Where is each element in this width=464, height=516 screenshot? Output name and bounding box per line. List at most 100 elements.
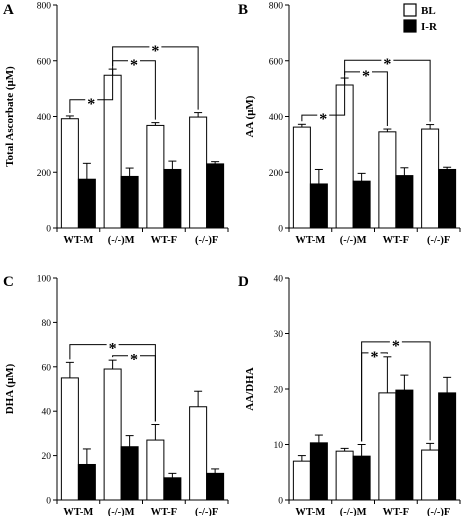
panel-letter: C	[3, 274, 14, 290]
bar-bl-m	[335, 450, 354, 501]
y-tick-label: 600	[37, 57, 52, 67]
x-tick-label: WT-F	[151, 507, 177, 516]
y-tick-label: 800	[37, 2, 52, 12]
significance-gap	[360, 65, 372, 78]
bar-ir-m	[120, 175, 139, 229]
bar-ir-m	[120, 446, 139, 501]
bar-bl-wtm	[60, 118, 79, 229]
significance-gap	[149, 40, 162, 53]
x-tick-label: WT-F	[383, 235, 409, 246]
x-tick-label: (-/-)M	[108, 235, 135, 246]
significance-gap	[317, 109, 330, 122]
y-tick-label: 80	[42, 319, 52, 329]
y-tick-label: 200	[37, 169, 52, 179]
bar-ir-f	[438, 168, 457, 229]
x-tick-label: WT-M	[295, 235, 325, 246]
chart-panel-a: A Total Ascorbate (μM) 0 200 400 600 800 WT-M (-…	[3, 2, 229, 246]
bar-ir-f	[206, 163, 225, 229]
legend: BL I-R	[403, 3, 438, 33]
bar-bl-wtf	[146, 439, 165, 501]
x-tick-label: WT-M	[63, 507, 93, 516]
y-tick-label: 100	[37, 275, 52, 285]
x-tick-label: (-/-)M	[340, 235, 367, 246]
bar-ir-wtm	[309, 442, 328, 501]
significance-star: *	[109, 341, 117, 358]
x-tick-label: (-/-)M	[340, 507, 367, 516]
y-tick-label: 200	[269, 169, 284, 179]
legend-swatch-ir	[403, 19, 417, 33]
x-tick-label: (-/-)F	[427, 235, 450, 246]
y-tick-label: 40	[42, 408, 52, 418]
bar-ir-wtf	[163, 477, 182, 501]
significance-star: *	[87, 96, 95, 113]
significance-star: *	[362, 68, 370, 85]
bar-ir-m	[352, 180, 371, 229]
bar-bl-f	[421, 128, 440, 229]
bar-bl-wtf	[378, 131, 397, 229]
bar-bl-wtf	[146, 124, 165, 229]
chart-panel-b: B AA (μM) 0 200 400 600 800 WT-M (-/-)M WT-F (-/-)…	[238, 2, 461, 246]
y-tick-label: 60	[42, 363, 52, 373]
chart-panel-c: C DHA (μM) 0 20 40 60 80 100 WT-M (-/-)M WT-F (-/-)…	[3, 274, 229, 516]
y-tick-label: 600	[269, 57, 284, 67]
significance-gap	[85, 93, 98, 106]
bar-ir-wtm	[77, 463, 96, 501]
significance-star: *	[319, 111, 327, 128]
x-tick-label: (-/-)M	[108, 507, 135, 516]
bar-ir-m	[352, 455, 371, 501]
significance-star: *	[130, 57, 138, 74]
y-axis-label: Total Ascorbate (μM)	[4, 66, 16, 167]
significance-star: *	[151, 43, 159, 60]
x-tick-label: (-/-)F	[195, 235, 218, 246]
y-tick-label: 0	[278, 497, 283, 507]
y-tick-label: 400	[37, 113, 52, 123]
x-tick-label: WT-M	[295, 507, 325, 516]
bar-bl-wtm	[292, 460, 311, 501]
y-tick-label: 30	[274, 330, 284, 340]
panel-letter: D	[238, 274, 249, 290]
significance-gap	[106, 338, 119, 351]
bar-bl-m	[103, 368, 122, 501]
panel-letter: A	[3, 2, 14, 18]
significance-star: *	[130, 352, 138, 369]
y-tick-label: 10	[274, 441, 284, 451]
significance-gap	[389, 335, 402, 348]
y-tick-label: 400	[269, 113, 284, 123]
panel-letter: B	[238, 2, 248, 18]
significance-star: *	[371, 349, 379, 366]
bar-ir-wtm	[309, 183, 328, 229]
y-tick-label: 0	[46, 225, 51, 235]
y-axis-label: DHA (μM)	[4, 363, 16, 414]
legend-label-bl: BL	[421, 5, 436, 17]
y-tick-label: 20	[274, 386, 284, 396]
bar-bl-wtf	[378, 392, 397, 501]
x-tick-label: (-/-)F	[195, 507, 218, 516]
y-tick-label: 0	[46, 497, 51, 507]
chart-panel-d: D AA/DHA 0 10 20 30 40 WT-M (-/-)M WT-F (-/-)F * *	[238, 274, 461, 516]
y-tick-label: 800	[269, 2, 284, 12]
significance-gap	[128, 54, 140, 67]
significance-gap	[381, 54, 394, 67]
bar-bl-f	[421, 449, 440, 501]
bar-ir-wtf	[395, 175, 414, 229]
y-tick-label: 40	[274, 275, 284, 285]
bar-ir-wtm	[77, 178, 96, 229]
bar-bl-wtm	[60, 377, 79, 501]
y-tick-label: 0	[278, 225, 283, 235]
bar-bl-f	[189, 116, 208, 229]
x-tick-label: WT-F	[151, 235, 177, 246]
bar-ir-f	[206, 472, 225, 501]
bar-ir-wtf	[163, 168, 182, 229]
bar-bl-wtm	[292, 126, 311, 229]
significance-star: *	[392, 338, 400, 355]
bar-bl-f	[189, 406, 208, 501]
y-axis-label: AA/DHA	[244, 367, 256, 410]
significance-gap	[368, 346, 381, 359]
legend-label-ir: I-R	[421, 21, 438, 33]
bar-ir-wtf	[395, 389, 414, 501]
x-tick-label: WT-M	[63, 235, 93, 246]
significance-star: *	[383, 56, 391, 73]
y-axis-label: AA (μM)	[244, 95, 256, 137]
y-tick-label: 20	[42, 452, 52, 462]
